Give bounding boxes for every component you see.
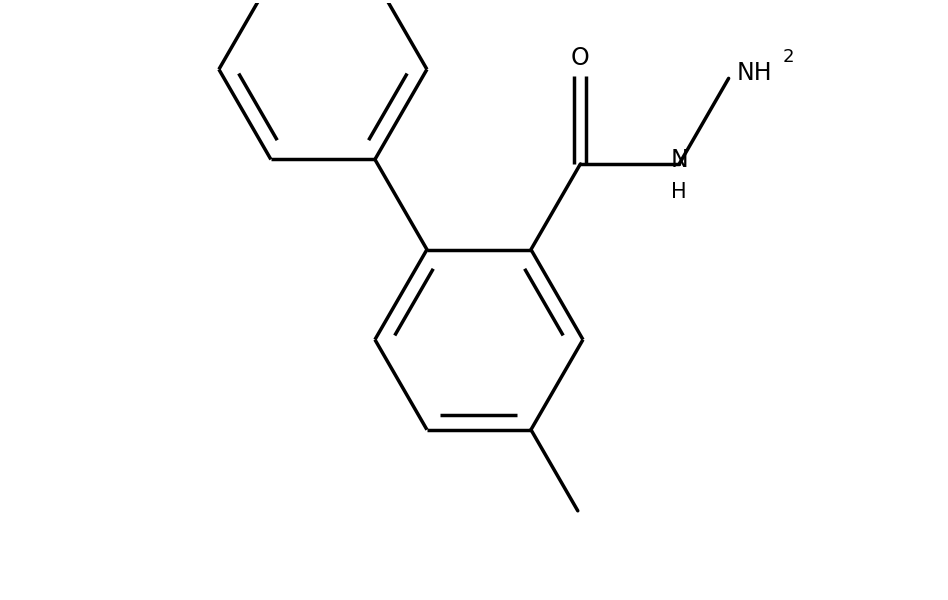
Text: NH: NH: [737, 61, 773, 85]
Text: N: N: [670, 148, 688, 172]
Text: 2: 2: [783, 47, 794, 65]
Text: O: O: [571, 46, 590, 70]
Text: H: H: [671, 182, 687, 202]
